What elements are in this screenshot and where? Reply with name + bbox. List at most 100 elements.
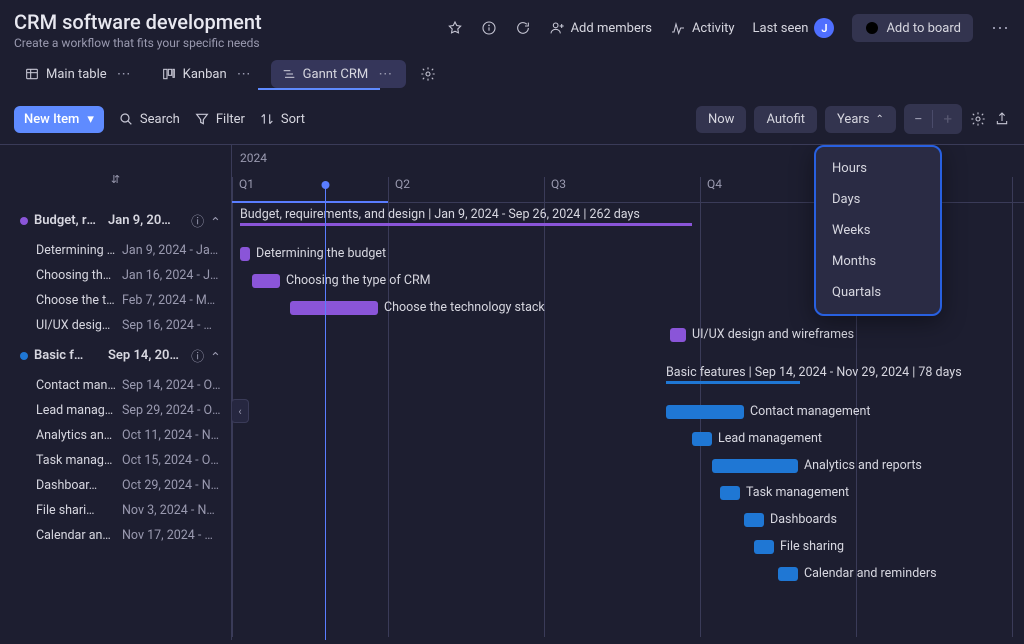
task-bar-label: Choosing the type of CRM [286,273,431,288]
avatar: J [814,18,834,38]
task-bar[interactable] [290,301,378,315]
task-bar[interactable] [778,567,798,581]
task-bar-label: File sharing [780,539,844,554]
group-bar[interactable] [240,223,692,226]
task-name: Dashboar… [36,478,116,493]
gear-icon[interactable] [420,66,436,82]
chevron-up-icon[interactable]: ⌄ [210,213,221,228]
row-height-icon[interactable]: ⇵ [111,173,120,186]
add-to-board-button[interactable]: Add to board [852,14,973,42]
activity-button[interactable]: Activity [670,20,735,36]
quarter-label [1012,177,1019,637]
task-bar[interactable] [252,274,280,288]
task-date: Sep 14, 2024 - Oct… [122,378,221,393]
quarter-label: Q3 [544,177,566,637]
task-row[interactable]: Choosing the ty…Jan 16, 2024 - J… [0,263,231,288]
task-row[interactable]: File shari…Nov 3, 2024 - Nov 14, 2… [0,498,231,523]
task-bar-label: Analytics and reports [804,458,922,473]
filter-button[interactable]: Filter [194,111,245,127]
tab-main-table[interactable]: Main table⋯ [14,60,145,88]
info-icon[interactable] [481,20,497,36]
now-button[interactable]: Now [696,106,746,133]
zoom-controls: − + [904,104,962,134]
info-icon[interactable]: ⓘ [191,211,204,230]
last-seen[interactable]: Last seenJ [753,18,835,38]
export-icon[interactable] [994,111,1010,127]
task-name: Choosing the ty… [36,268,116,283]
task-bar[interactable] [754,540,774,554]
today-marker [325,185,326,640]
task-row[interactable]: Analytics and … Oct 11, 2024 - Nov… [0,423,231,448]
info-icon[interactable]: ⓘ [191,346,204,365]
group-color-dot [20,352,28,360]
more-icon[interactable]: ⋯ [233,66,255,82]
task-bar-label: Task management [746,485,849,500]
task-bar[interactable] [712,459,798,473]
task-row[interactable]: Calendar and r…Nov 17, 2024 - … [0,523,231,548]
scale-option[interactable]: Weeks [816,215,940,246]
task-bar-label: Choose the technology stack [384,300,545,315]
task-date: Nov 17, 2024 - … [122,528,221,543]
scale-option[interactable]: Months [816,246,940,277]
group-date: Jan 9, 20… [108,213,185,228]
task-bar-label: Calendar and reminders [804,566,937,581]
task-row[interactable]: Determining th…Jan 9, 2024 - Jan… [0,238,231,263]
search-button[interactable]: Search [118,111,180,127]
scale-option[interactable]: Hours [816,153,940,184]
task-row[interactable]: Lead manag… Sep 29, 2024 - Oct … [0,398,231,423]
zoom-in-button[interactable]: + [933,104,962,134]
task-bar[interactable] [666,405,744,419]
scale-option[interactable]: Quartals [816,277,940,308]
group-date: Sep 14, 2024 - … [108,348,185,363]
chevron-up-icon[interactable]: ⌄ [210,348,221,363]
timeline-year: 2024 [240,151,267,165]
task-bar[interactable] [692,432,712,446]
task-date: Sep 16, 2024 - … [122,318,221,333]
group-header[interactable]: Basic f… Sep 14, 2024 - … ⓘ ⌄ [0,338,231,373]
task-bar[interactable] [720,486,740,500]
page-subtitle: Create a workflow that fits your specifi… [14,36,262,50]
tab-gantt[interactable]: Gannt CRM⋯ [271,60,407,88]
task-name: Choose the tech… [36,293,116,308]
more-icon[interactable]: ⋯ [113,66,135,82]
group-summary: Budget, requirements, and design | Jan 9… [240,207,640,222]
star-icon[interactable] [447,20,463,36]
task-row[interactable]: Contact mana… Sep 14, 2024 - Oct… [0,373,231,398]
collapse-sidebar-button[interactable]: ‹ [232,399,249,423]
task-row[interactable]: UI/UX design an…Sep 16, 2024 - … [0,313,231,338]
group-summary: Basic features | Sep 14, 2024 - Nov 29, … [666,365,962,380]
task-date: Sep 29, 2024 - Oct … [122,403,221,418]
autofit-button[interactable]: Autofit [754,106,817,133]
task-date: Oct 11, 2024 - Nov… [122,428,221,443]
sort-button[interactable]: Sort [259,111,305,127]
chevron-down-icon: ▾ [87,112,94,127]
task-bar[interactable] [240,247,250,261]
scale-option[interactable]: Days [816,184,940,215]
task-name: Determining th… [36,243,116,258]
scale-select[interactable]: Years⌃ [825,106,896,133]
task-row[interactable]: Choose the tech… Feb 7, 2024 - M… [0,288,231,313]
group-color-dot [20,217,28,225]
task-bar[interactable] [670,328,686,342]
more-icon[interactable]: ⋯ [374,66,396,82]
task-name: Contact mana… [36,378,116,393]
task-bar-label: Dashboards [770,512,837,527]
task-row[interactable]: Dashboar…Oct 29, 2024 - Nov 9, 2… [0,473,231,498]
refresh-icon[interactable] [515,20,531,36]
more-icon[interactable]: ⋯ [991,18,1010,39]
group-bar[interactable] [666,381,800,384]
gear-icon[interactable] [970,111,986,127]
group-header[interactable]: Budget, req… Jan 9, 20… ⓘ ⌄ [0,203,231,238]
task-bar[interactable] [744,513,764,527]
group-name: Budget, req… [34,213,102,228]
task-name: Lead manag… [36,403,116,418]
new-item-button[interactable]: New Item▾ [14,106,104,133]
zoom-out-button[interactable]: − [904,104,933,134]
task-name: Analytics and … [36,428,116,443]
task-date: Feb 7, 2024 - M… [122,293,221,308]
task-bar-label: Lead management [718,431,822,446]
task-row[interactable]: Task manag…Oct 15, 2024 - Oct … [0,448,231,473]
gantt-timeline[interactable]: 2024 Q1Q2Q3Q4 ‹ Budget, requirements, an… [232,145,1024,640]
tab-kanban[interactable]: Kanban⋯ [151,60,265,88]
add-members-button[interactable]: Add members [549,20,652,36]
